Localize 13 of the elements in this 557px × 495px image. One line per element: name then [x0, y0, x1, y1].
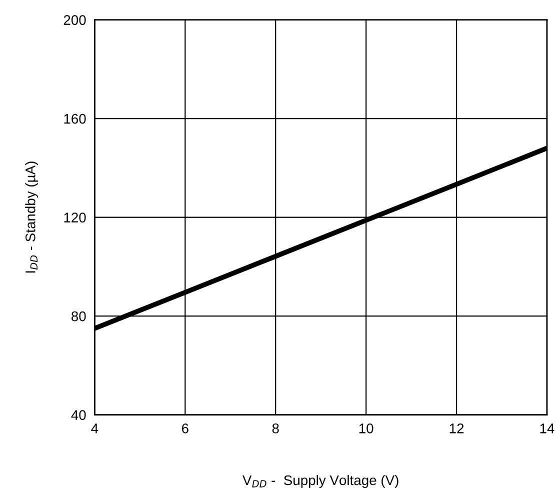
y-tick-label: 160: [64, 114, 86, 124]
x-tick-label: 8: [272, 424, 279, 434]
x-tick-label: 6: [182, 424, 188, 434]
y-axis-title: I$_{DD}$ - Standby (µA): [25, 162, 38, 273]
x-tick-label: 14: [540, 424, 554, 434]
x-axis-title: V$_{DD}$ - Supply Voltage (V): [242, 474, 398, 488]
y-tick-label: 200: [64, 15, 86, 25]
x-tick-label: 10: [359, 424, 374, 434]
y-tick-label: 40: [71, 410, 86, 420]
y-tick-label: 80: [72, 311, 86, 322]
x-tick-label: 4: [91, 424, 98, 434]
x-tick-label: 12: [450, 424, 464, 434]
y-tick-label: 120: [64, 212, 86, 222]
